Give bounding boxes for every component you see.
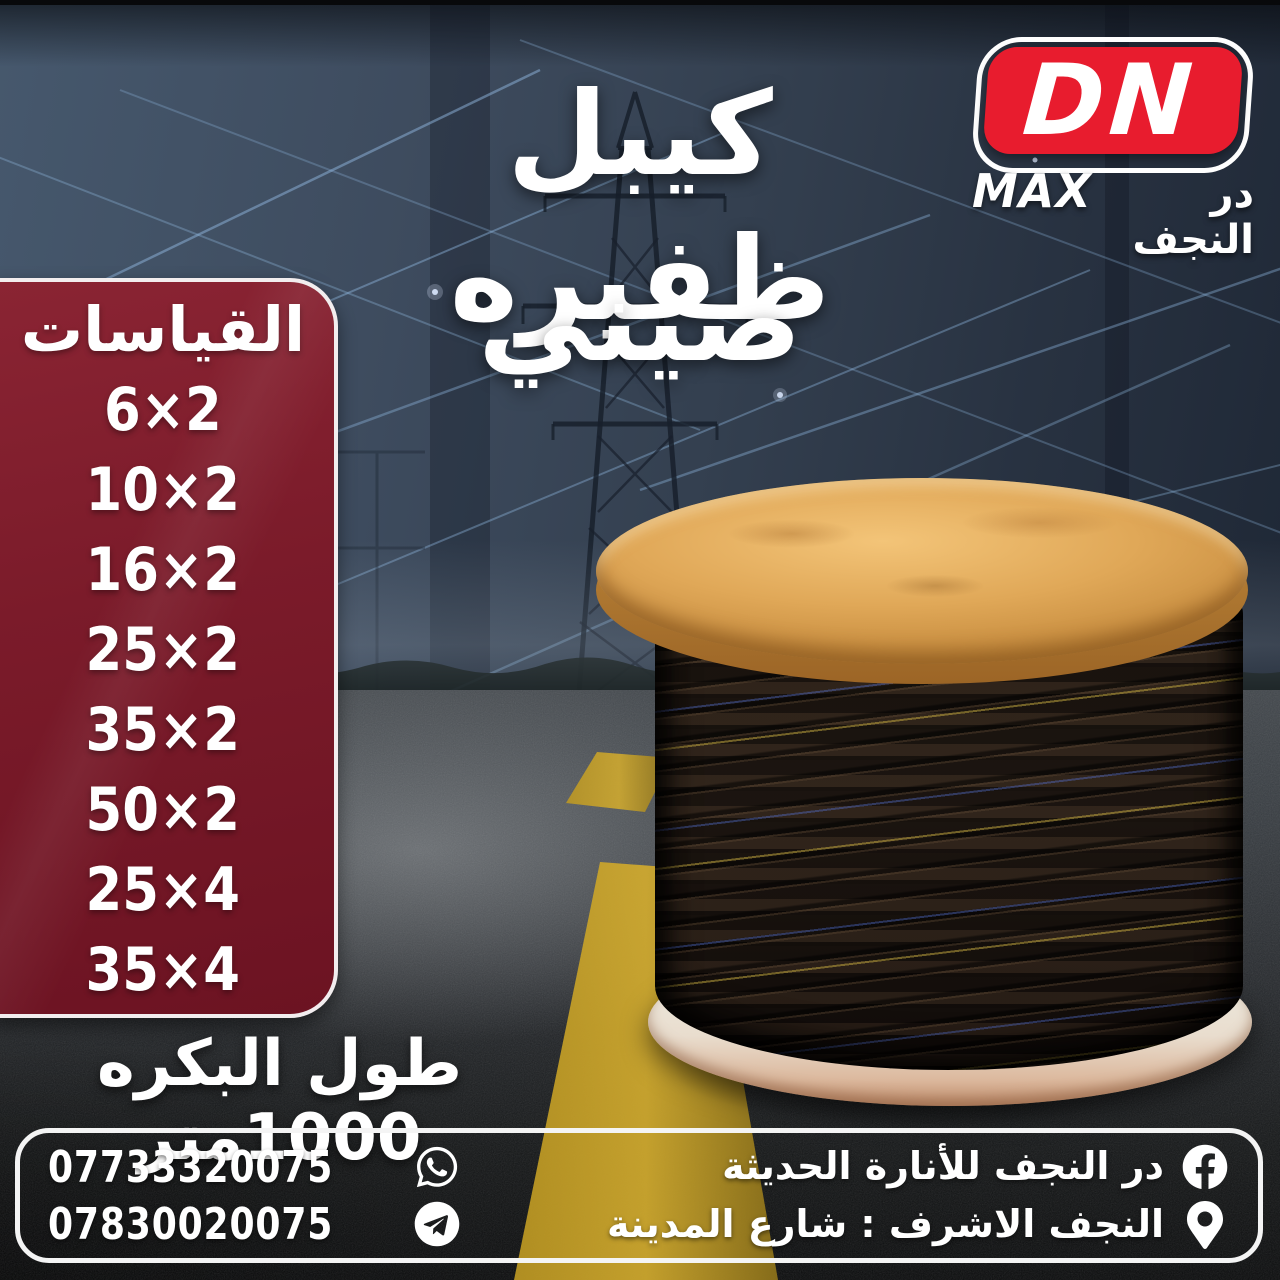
distant-pole-arms (330, 450, 425, 700)
contact-phones: 07733320075 07830020075 (48, 1142, 462, 1250)
size-item: 25×2 (0, 610, 334, 690)
size-value: 35×2 (85, 695, 241, 765)
contact-social: در النجف للأنارة الحديثة النجف الاشرف : … (607, 1142, 1230, 1250)
transmission-tower-main (521, 91, 749, 706)
telegram-number: 07830020075 (48, 1198, 334, 1250)
facebook-page-name: در النجف للأنارة الحديثة (722, 1143, 1164, 1188)
size-value: 10×2 (85, 455, 241, 525)
logo-red-badge: DN (982, 43, 1244, 158)
whatsapp-contact-row[interactable]: 07733320075 (48, 1142, 462, 1193)
logo-monogram: DN (1019, 43, 1201, 158)
logo-subtitle: MAX در النجف (972, 164, 1254, 263)
product-title-line2: صيني (477, 253, 803, 388)
whatsapp-icon[interactable] (412, 1142, 462, 1192)
size-value: 35×4 (85, 935, 241, 1005)
telegram-icon[interactable] (412, 1199, 462, 1249)
contact-bar: 07733320075 07830020075 در النجف للأنارة… (15, 1128, 1263, 1263)
size-item: 25×4 (0, 850, 334, 930)
reel-length-note: طول البكره 1000متر (96, 1027, 463, 1175)
address-label: النجف الاشرف : شارع المدينة (606, 1201, 1164, 1246)
logo-arabic-name: در النجف (1132, 171, 1254, 263)
size-value: 16×2 (85, 535, 241, 605)
telegram-contact-row[interactable]: 07830020075 (48, 1199, 462, 1250)
top-black-strip (0, 0, 1280, 5)
sizes-heading: القياسات (20, 292, 306, 366)
whatsapp-number: 07733320075 (48, 1141, 334, 1193)
size-item: 50×2 (0, 770, 334, 850)
road-line-dash (566, 752, 672, 812)
sizes-panel: القياسات 6×2 10×2 16×2 25×2 35×2 50×2 25… (0, 278, 338, 1018)
size-item: 6×2 (0, 370, 334, 450)
sky-shade-band (430, 0, 490, 740)
size-value: 25×4 (85, 855, 241, 925)
size-value: 50×2 (85, 775, 241, 845)
logo-max-label: MAX (972, 164, 1092, 218)
size-item: 35×2 (0, 690, 334, 770)
brand-logo: DN MAX در النجف (970, 28, 1260, 263)
size-item: 35×4 (0, 930, 334, 1010)
facebook-icon[interactable] (1180, 1142, 1230, 1192)
product-title-line1: كيبل ظفيره (449, 67, 831, 347)
size-item: 16×2 (0, 530, 334, 610)
size-value: 25×2 (85, 615, 241, 685)
location-pin-icon (1180, 1200, 1230, 1250)
size-value: 6×2 (104, 375, 222, 445)
address-row: النجف الاشرف : شارع المدينة (607, 1200, 1230, 1250)
spool-top-flange (596, 478, 1248, 664)
facebook-contact-row[interactable]: در النجف للأنارة الحديثة (722, 1142, 1230, 1192)
size-item: 10×2 (0, 450, 334, 530)
